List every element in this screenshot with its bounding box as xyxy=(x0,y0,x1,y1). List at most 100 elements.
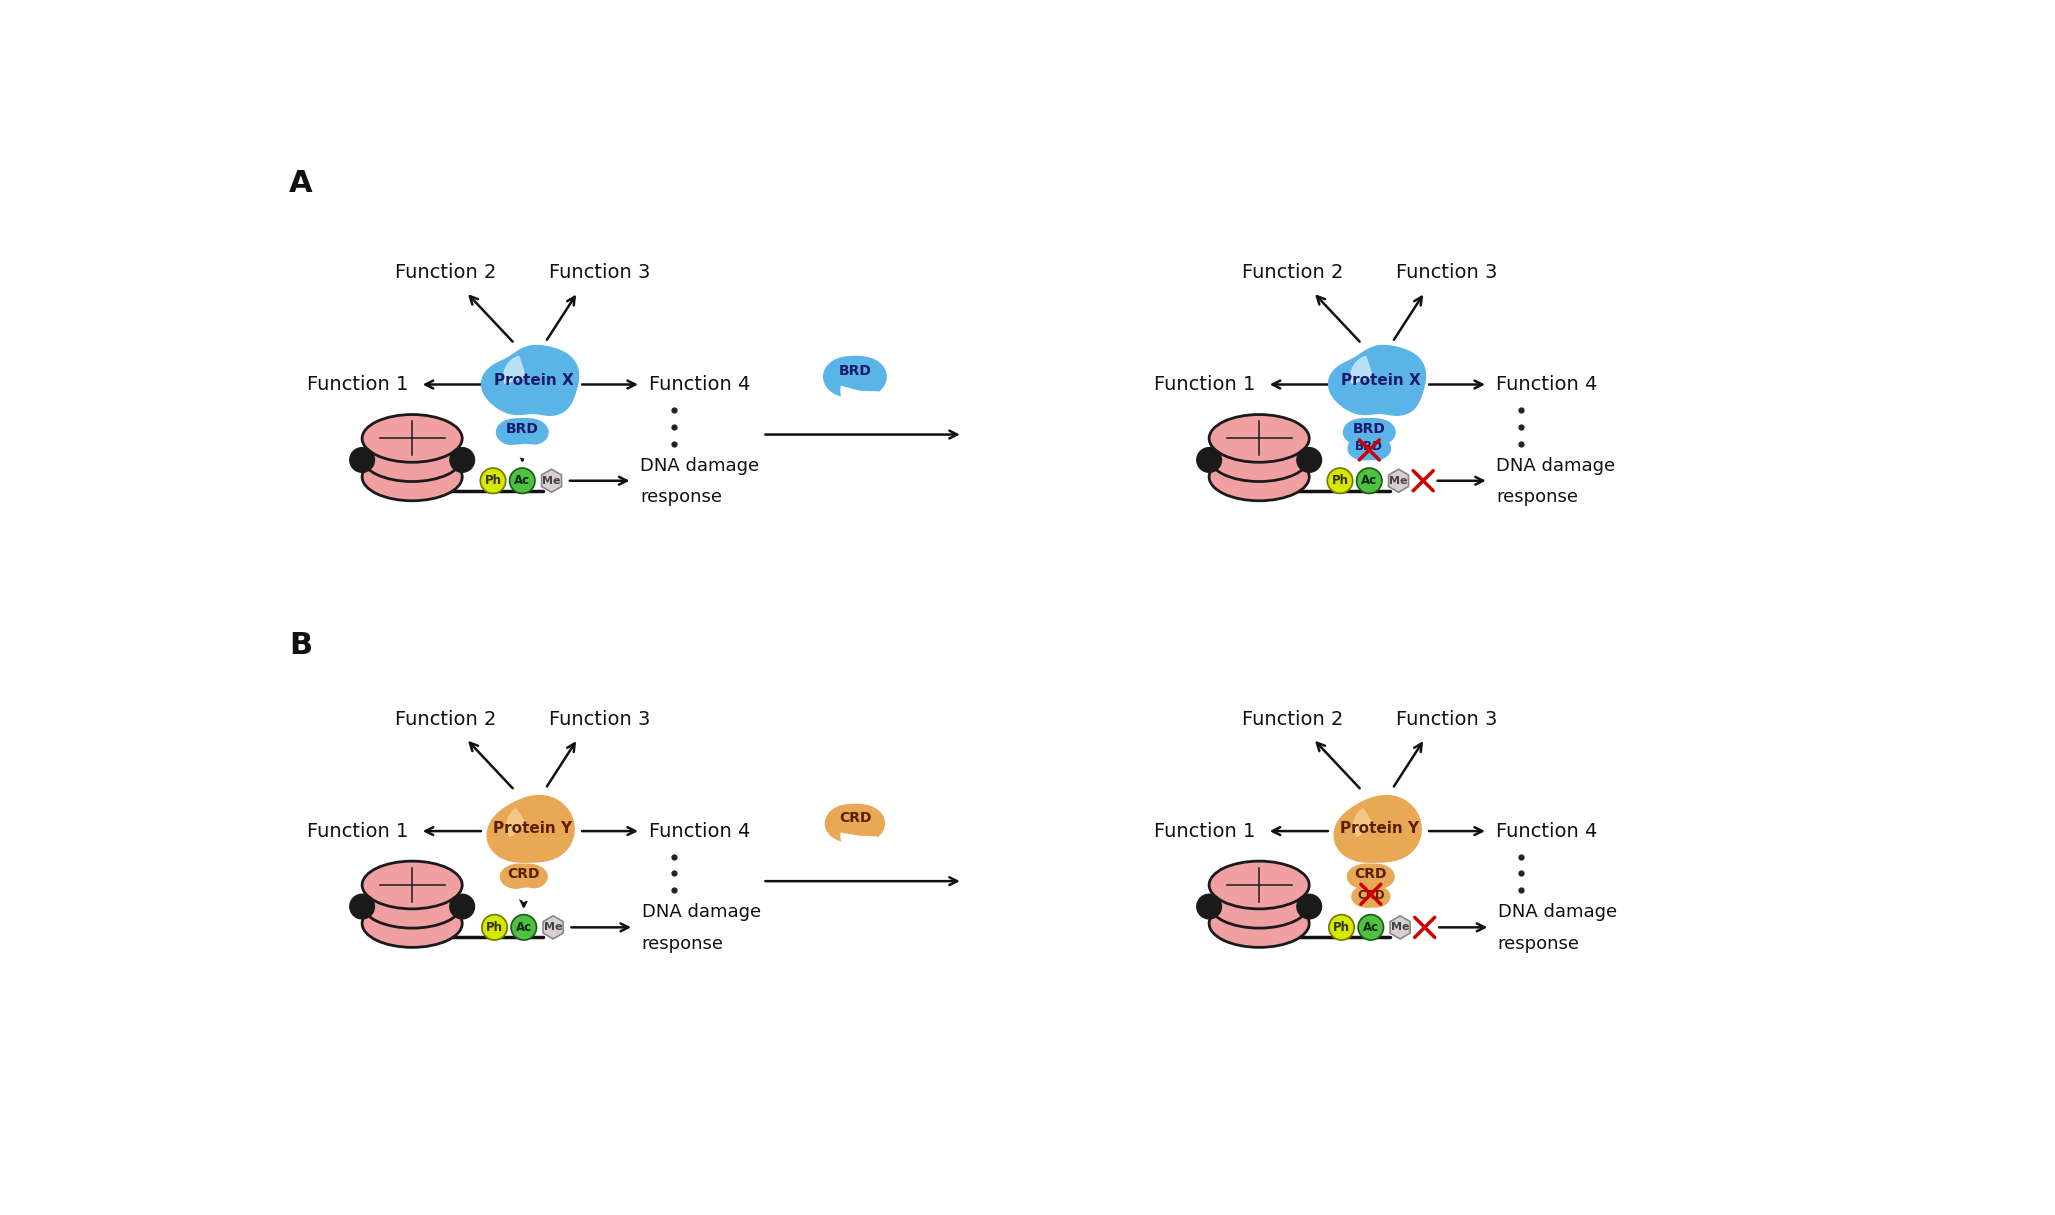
Polygon shape xyxy=(543,916,563,939)
Wedge shape xyxy=(840,385,880,409)
Polygon shape xyxy=(1389,916,1410,939)
Text: response: response xyxy=(1496,488,1578,507)
Ellipse shape xyxy=(1208,861,1309,909)
Text: response: response xyxy=(639,488,721,507)
Circle shape xyxy=(1328,468,1352,493)
Wedge shape xyxy=(1360,887,1387,902)
Polygon shape xyxy=(1350,356,1373,383)
Ellipse shape xyxy=(362,861,462,909)
Text: Function 2: Function 2 xyxy=(1241,264,1344,282)
Ellipse shape xyxy=(362,453,462,501)
Text: Function 4: Function 4 xyxy=(1496,821,1597,841)
Text: CRD: CRD xyxy=(508,868,540,881)
Text: DNA damage: DNA damage xyxy=(1498,903,1617,921)
Text: Me: Me xyxy=(1391,922,1410,932)
Circle shape xyxy=(450,894,475,919)
Text: Ph: Ph xyxy=(1334,921,1350,934)
Text: Ac: Ac xyxy=(516,921,532,934)
Polygon shape xyxy=(501,864,547,888)
Polygon shape xyxy=(508,809,526,836)
Text: Protein X: Protein X xyxy=(1342,373,1420,388)
Ellipse shape xyxy=(362,899,462,948)
Text: response: response xyxy=(641,936,723,953)
Text: Ph: Ph xyxy=(1332,474,1348,487)
Wedge shape xyxy=(1358,460,1385,473)
Wedge shape xyxy=(512,443,540,458)
Circle shape xyxy=(1196,894,1221,919)
Ellipse shape xyxy=(1208,414,1309,462)
Circle shape xyxy=(1330,915,1354,940)
Text: Ac: Ac xyxy=(514,474,530,487)
Text: Function 3: Function 3 xyxy=(549,710,649,729)
Circle shape xyxy=(349,447,374,473)
Text: BRD: BRD xyxy=(1356,440,1383,453)
Polygon shape xyxy=(1354,809,1375,836)
Text: BRD: BRD xyxy=(506,422,538,436)
Polygon shape xyxy=(1344,419,1395,445)
Text: A: A xyxy=(290,169,312,198)
Ellipse shape xyxy=(1208,899,1309,948)
Circle shape xyxy=(481,468,506,493)
Text: Function 4: Function 4 xyxy=(649,821,750,841)
Text: Function 4: Function 4 xyxy=(649,375,750,394)
Circle shape xyxy=(1358,915,1383,940)
Text: CRD: CRD xyxy=(838,810,871,825)
Text: Function 1: Function 1 xyxy=(1155,375,1256,394)
Circle shape xyxy=(510,468,534,493)
Polygon shape xyxy=(1352,886,1389,908)
Text: response: response xyxy=(1498,936,1580,953)
Polygon shape xyxy=(481,345,577,416)
Text: CRD: CRD xyxy=(1356,888,1385,902)
Text: Function 3: Function 3 xyxy=(1395,264,1496,282)
Text: BRD: BRD xyxy=(838,363,871,378)
Circle shape xyxy=(1196,447,1221,473)
Text: Me: Me xyxy=(545,922,563,932)
Wedge shape xyxy=(512,887,540,902)
Polygon shape xyxy=(1330,345,1426,416)
Polygon shape xyxy=(487,796,573,863)
Text: Me: Me xyxy=(543,476,561,486)
Text: Function 2: Function 2 xyxy=(1241,710,1344,729)
Text: Protein X: Protein X xyxy=(493,373,573,388)
Polygon shape xyxy=(824,356,886,397)
Text: Protein Y: Protein Y xyxy=(493,821,573,836)
Polygon shape xyxy=(1334,796,1422,863)
Wedge shape xyxy=(1360,908,1385,920)
Circle shape xyxy=(512,915,536,940)
Wedge shape xyxy=(840,832,877,854)
Polygon shape xyxy=(826,804,884,842)
Polygon shape xyxy=(1348,864,1393,888)
Text: Function 3: Function 3 xyxy=(1395,710,1496,729)
Text: Protein Y: Protein Y xyxy=(1340,821,1420,836)
Text: DNA damage: DNA damage xyxy=(641,903,760,921)
Ellipse shape xyxy=(1208,453,1309,501)
Text: Ac: Ac xyxy=(1360,474,1377,487)
Text: Function 4: Function 4 xyxy=(1496,375,1597,394)
Ellipse shape xyxy=(362,434,462,481)
Text: Function 1: Function 1 xyxy=(306,821,409,841)
Ellipse shape xyxy=(362,881,462,928)
Polygon shape xyxy=(1348,437,1391,460)
Text: DNA damage: DNA damage xyxy=(639,457,758,475)
Polygon shape xyxy=(503,356,526,383)
Polygon shape xyxy=(497,419,549,445)
Text: DNA damage: DNA damage xyxy=(1496,457,1615,475)
Text: Function 1: Function 1 xyxy=(1155,821,1256,841)
Ellipse shape xyxy=(1208,881,1309,928)
Circle shape xyxy=(1297,447,1321,473)
Text: CRD: CRD xyxy=(1354,868,1387,881)
Ellipse shape xyxy=(362,414,462,462)
Wedge shape xyxy=(1358,443,1387,458)
Ellipse shape xyxy=(1208,434,1309,481)
Text: Function 2: Function 2 xyxy=(395,264,495,282)
Circle shape xyxy=(450,447,475,473)
Text: Me: Me xyxy=(1389,476,1408,486)
Circle shape xyxy=(1297,894,1321,919)
Text: Ph: Ph xyxy=(485,474,501,487)
Text: Function 3: Function 3 xyxy=(549,264,649,282)
Circle shape xyxy=(349,894,374,919)
Circle shape xyxy=(1356,468,1381,493)
Polygon shape xyxy=(1389,469,1408,492)
Polygon shape xyxy=(543,469,561,492)
Text: BRD: BRD xyxy=(1352,422,1385,436)
